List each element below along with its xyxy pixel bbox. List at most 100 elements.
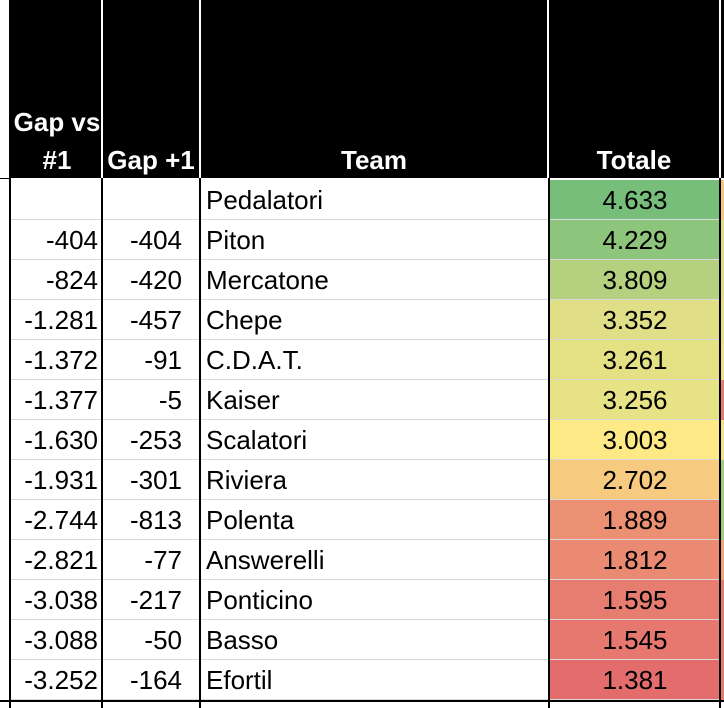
gap-vs-1-cell[interactable]: -2.744 [24, 505, 98, 535]
gap-plus-1-cell[interactable]: -301 [129, 465, 182, 495]
next-column-cell-fill[interactable] [721, 420, 724, 460]
totale-cell[interactable]: 2.702 [602, 465, 668, 495]
totale-cell-fill[interactable] [550, 420, 719, 460]
team-cell[interactable]: Efortil [206, 665, 273, 695]
row-separator [9, 539, 721, 540]
gap-vs-1-cell[interactable]: -404 [45, 225, 98, 255]
gap-vs-1-cell[interactable]: -2.821 [24, 545, 98, 575]
totale-cell-fill[interactable] [550, 260, 719, 300]
next-column-cell-fill[interactable] [721, 660, 724, 700]
gap-plus-1-cell[interactable]: -813 [129, 505, 182, 535]
totale-cell[interactable]: 1.545 [602, 625, 668, 655]
totale-cell[interactable]: 1.381 [602, 665, 668, 695]
totale-cell[interactable]: 3.261 [602, 345, 668, 375]
gap-vs-1-cell[interactable]: -3.038 [24, 585, 98, 615]
totale-cell[interactable]: 1.812 [602, 545, 668, 575]
gap-plus-1-cell[interactable]: -217 [129, 585, 182, 615]
gap-vs-1-cell[interactable]: -1.372 [24, 345, 98, 375]
header-cell-gap-vs-1[interactable] [9, 0, 101, 178]
row-separator [9, 499, 721, 500]
totale-cell[interactable]: 3.256 [602, 385, 668, 415]
team-cell[interactable]: Pedalatori [206, 185, 324, 215]
table-row: -2.744 -813 Polenta 1.889 [0, 500, 724, 540]
totale-cell[interactable]: 1.595 [602, 585, 668, 615]
gap-vs-1-cell[interactable]: -1.630 [24, 425, 98, 455]
totale-cell-fill[interactable] [550, 580, 719, 620]
next-column-cell-fill[interactable] [721, 540, 724, 580]
totale-cell-fill[interactable] [550, 300, 719, 340]
totale-cell[interactable]: 3.809 [602, 265, 668, 295]
team-cell[interactable]: Basso [206, 625, 279, 655]
next-column-cell-fill[interactable] [721, 220, 724, 260]
gap-plus-1-cell[interactable]: -164 [129, 665, 182, 695]
totale-cell-fill[interactable] [550, 220, 719, 260]
gap-plus-1-cell[interactable]: -253 [129, 425, 182, 455]
totale-cell[interactable]: 4.229 [602, 225, 668, 255]
team-cell[interactable]: Kaiser [206, 385, 280, 415]
next-column-cell-fill[interactable] [721, 180, 724, 220]
gap-vs-1-cell[interactable]: -1.931 [24, 465, 98, 495]
team-cell[interactable]: Scalatori [206, 425, 308, 455]
team-cell[interactable]: Chepe [206, 305, 283, 335]
header-gap-vs-1-line2: #1 [42, 145, 72, 175]
next-column-cell-fill[interactable] [721, 380, 724, 420]
next-column-cell-fill[interactable] [721, 580, 724, 620]
header-team: Team [341, 145, 407, 175]
gap-plus-1-cell[interactable] [102, 180, 182, 220]
team-cell[interactable]: Answerelli [206, 545, 325, 575]
table-row: -404 -404 Piton 4.229 [0, 220, 724, 260]
totale-cell-fill[interactable] [550, 180, 719, 220]
gap-plus-1-cell[interactable]: -420 [129, 265, 182, 295]
table-row: -1.281 -457 Chepe 3.352 [0, 300, 724, 340]
totale-cell[interactable]: 3.003 [602, 425, 668, 455]
gap-plus-1-cell[interactable]: -457 [129, 305, 182, 335]
gap-plus-1-cell[interactable]: -5 [158, 385, 182, 415]
header-totale: Totale [596, 145, 672, 175]
totale-cell-fill[interactable] [550, 380, 719, 420]
next-column-cell-fill[interactable] [721, 620, 724, 660]
header-cell-totale[interactable] [549, 0, 719, 178]
next-column-cell-fill[interactable] [721, 300, 724, 340]
totale-cell-fill[interactable] [550, 540, 719, 580]
team-cell[interactable]: C.D.A.T. [206, 345, 303, 375]
row-separator [9, 419, 721, 420]
gap-vs-1-cell[interactable]: -824 [45, 265, 98, 295]
next-column-cell-fill[interactable] [721, 260, 724, 300]
row-separator [9, 699, 721, 700]
row-separator [9, 259, 721, 260]
gap-vs-1-cell[interactable]: -3.088 [24, 625, 98, 655]
next-column-cell-fill[interactable] [721, 500, 724, 540]
header-cell-next[interactable] [721, 0, 724, 178]
next-column-cell-fill[interactable] [721, 340, 724, 380]
gap-vs-1-cell[interactable]: -1.377 [24, 385, 98, 415]
grid-line [101, 178, 103, 708]
header-cell-team[interactable] [201, 0, 547, 178]
table-row: -3.038 -217 Ponticino 1.595 [0, 580, 724, 620]
team-cell[interactable]: Piton [206, 225, 266, 255]
totale-cell-fill[interactable] [550, 460, 719, 500]
totale-cell-fill[interactable] [550, 620, 719, 660]
gap-plus-1-cell[interactable]: -50 [144, 625, 182, 655]
totale-cell[interactable]: 4.633 [602, 185, 668, 215]
totale-cell-fill[interactable] [550, 500, 719, 540]
totale-cell-fill[interactable] [550, 340, 719, 380]
header-cell-gap-plus-1[interactable] [103, 0, 199, 178]
gap-plus-1-cell[interactable]: -77 [144, 545, 182, 575]
gap-plus-1-cell[interactable]: -404 [129, 225, 182, 255]
totale-cell-fill[interactable] [550, 660, 719, 700]
team-cell[interactable]: Mercatone [206, 265, 329, 295]
totale-cell[interactable]: 3.352 [602, 305, 668, 335]
gap-vs-1-cell[interactable]: -3.252 [24, 665, 98, 695]
gap-plus-1-cell[interactable]: -91 [144, 345, 182, 375]
totale-cell[interactable]: 1.889 [602, 505, 668, 535]
table-row: -3.088 -50 Basso 1.545 [0, 620, 724, 660]
header-gap-vs-1-line1: Gap vs [13, 107, 101, 137]
team-cell[interactable]: Ponticino [206, 585, 313, 615]
team-cell[interactable]: Riviera [206, 465, 287, 495]
gap-vs-1-cell[interactable] [10, 180, 98, 220]
next-column-cell-fill[interactable] [721, 460, 724, 500]
gap-vs-1-cell[interactable]: -1.281 [24, 305, 98, 335]
table-row: -2.821 -77 Answerelli 1.812 [0, 540, 724, 580]
team-cell[interactable]: Polenta [206, 505, 295, 535]
